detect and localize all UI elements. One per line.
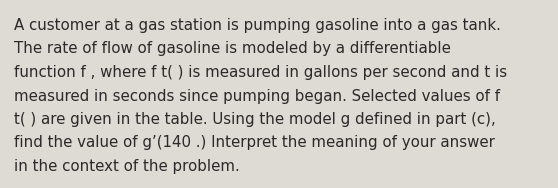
Text: t( ) are given in the table. Using the model g defined in part (c),: t( ) are given in the table. Using the m…	[14, 112, 496, 127]
Text: The rate of flow of gasoline is modeled by a differentiable: The rate of flow of gasoline is modeled …	[14, 42, 451, 57]
Text: measured in seconds since pumping began. Selected values of f: measured in seconds since pumping began.…	[14, 89, 500, 104]
Text: function f , where f t( ) is measured in gallons per second and t is: function f , where f t( ) is measured in…	[14, 65, 507, 80]
Text: in the context of the problem.: in the context of the problem.	[14, 159, 240, 174]
Text: A customer at a gas station is pumping gasoline into a gas tank.: A customer at a gas station is pumping g…	[14, 18, 501, 33]
Text: find the value of g’(140 .) Interpret the meaning of your answer: find the value of g’(140 .) Interpret th…	[14, 136, 495, 151]
